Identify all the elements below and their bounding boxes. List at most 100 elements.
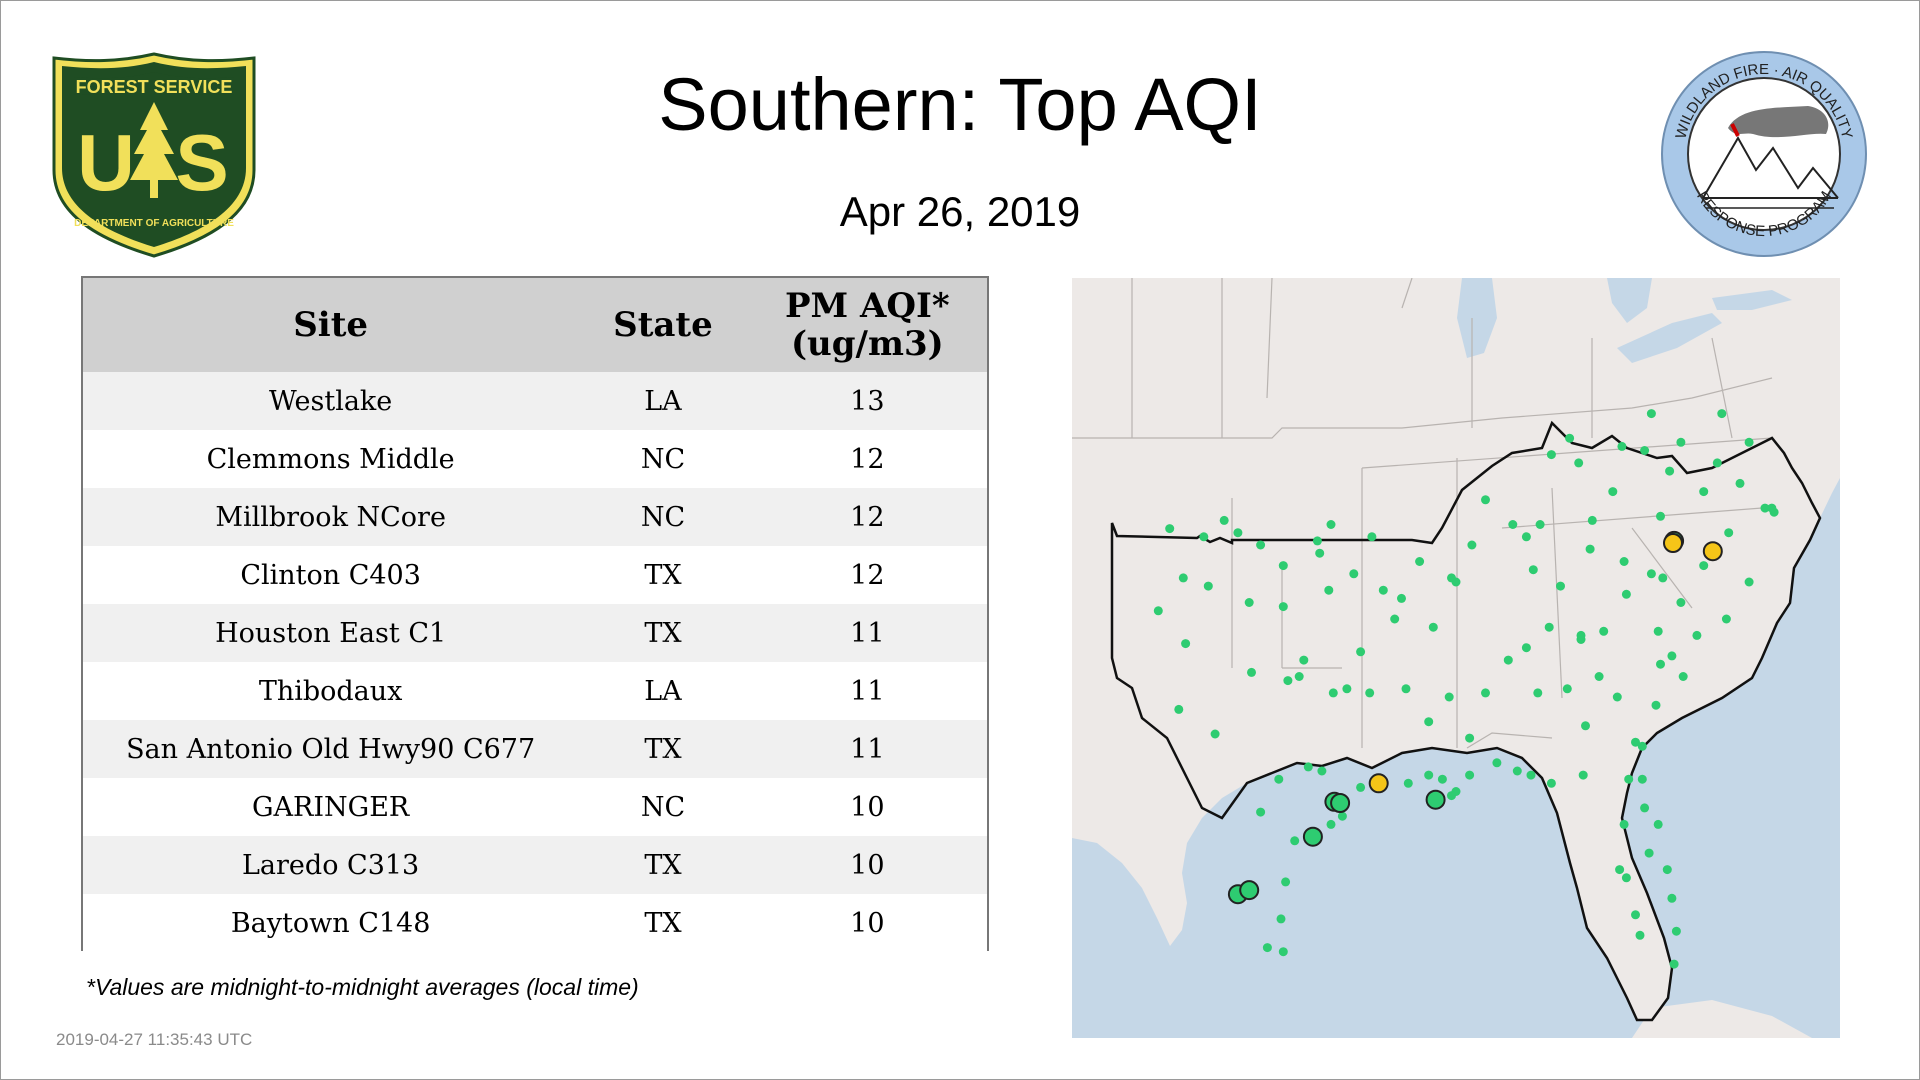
monitor-dot[interactable]: [1397, 593, 1406, 603]
monitor-dot[interactable]: [1574, 458, 1584, 468]
monitor-dot[interactable]: [1644, 848, 1654, 858]
monitor-dot[interactable]: [1165, 524, 1175, 534]
monitor-dot[interactable]: [1465, 770, 1475, 780]
monitor-dot[interactable]: [1356, 782, 1366, 792]
monitor-dot[interactable]: [1599, 626, 1609, 636]
monitor-dot[interactable]: [1299, 655, 1309, 665]
monitor-dot[interactable]: [1326, 819, 1336, 829]
monitor-dot[interactable]: [1415, 557, 1425, 566]
monitor-dot[interactable]: [1403, 778, 1413, 788]
monitor-dot[interactable]: [1342, 684, 1352, 694]
monitor-dot[interactable]: [1424, 717, 1434, 727]
monitor-dot[interactable]: [1640, 803, 1650, 813]
top-site-marker-good[interactable]: [1302, 826, 1323, 847]
monitor-dot[interactable]: [1653, 819, 1663, 829]
monitor-dot[interactable]: [1594, 672, 1604, 681]
monitor-dot[interactable]: [1247, 667, 1256, 677]
monitor-dot[interactable]: [1481, 688, 1490, 698]
monitor-dot[interactable]: [1210, 729, 1220, 739]
monitor-dot[interactable]: [1274, 774, 1284, 784]
monitor-dot[interactable]: [1401, 684, 1411, 694]
monitor-dot[interactable]: [1565, 433, 1575, 443]
monitor-dot[interactable]: [1581, 721, 1590, 731]
monitor-dot[interactable]: [1181, 639, 1191, 649]
monitor-dot[interactable]: [1256, 807, 1266, 817]
monitor-dot[interactable]: [1578, 770, 1588, 780]
monitor-dot[interactable]: [1465, 733, 1475, 743]
top-site-marker-good[interactable]: [1239, 880, 1260, 901]
monitor-dot[interactable]: [1735, 478, 1745, 488]
monitor-dot[interactable]: [1390, 614, 1400, 624]
top-site-marker-good[interactable]: [1425, 789, 1446, 810]
monitor-dot[interactable]: [1481, 495, 1490, 505]
monitor-dot[interactable]: [1744, 577, 1754, 587]
monitor-dot[interactable]: [1467, 540, 1477, 550]
monitor-dot[interactable]: [1219, 515, 1229, 525]
monitor-dot[interactable]: [1621, 873, 1631, 883]
monitor-dot[interactable]: [1447, 791, 1456, 801]
monitor-dot[interactable]: [1692, 630, 1702, 640]
monitor-dot[interactable]: [1153, 606, 1163, 616]
monitor-dot[interactable]: [1712, 458, 1722, 468]
monitor-dot[interactable]: [1526, 770, 1536, 780]
monitor-dot[interactable]: [1533, 688, 1543, 698]
monitor-dot[interactable]: [1451, 577, 1461, 587]
monitor-dot[interactable]: [1658, 573, 1668, 583]
monitor-dot[interactable]: [1744, 437, 1754, 447]
monitor-dot[interactable]: [1662, 865, 1672, 875]
monitor-dot[interactable]: [1646, 569, 1656, 579]
monitor-dot[interactable]: [1256, 540, 1266, 550]
monitor-dot[interactable]: [1528, 565, 1538, 575]
monitor-dot[interactable]: [1587, 515, 1597, 525]
top-site-marker-good[interactable]: [1330, 793, 1351, 813]
monitor-dot[interactable]: [1365, 688, 1375, 698]
monitor-dot[interactable]: [1303, 762, 1313, 772]
monitor-dot[interactable]: [1492, 758, 1502, 768]
monitor-dot[interactable]: [1635, 930, 1645, 940]
monitor-dot[interactable]: [1699, 487, 1709, 497]
monitor-dot[interactable]: [1676, 598, 1686, 607]
monitor-dot[interactable]: [1653, 626, 1663, 636]
monitor-dot[interactable]: [1312, 536, 1322, 546]
monitor-dot[interactable]: [1631, 910, 1640, 920]
monitor-dot[interactable]: [1317, 766, 1327, 776]
monitor-dot[interactable]: [1760, 503, 1770, 513]
monitor-dot[interactable]: [1367, 532, 1377, 542]
monitor-dot[interactable]: [1656, 511, 1665, 521]
monitor-dot[interactable]: [1324, 585, 1334, 595]
monitor-dot[interactable]: [1678, 672, 1688, 681]
monitor-dot[interactable]: [1290, 836, 1300, 846]
top-site-marker-moderate[interactable]: [1702, 541, 1723, 562]
top-site-marker-moderate[interactable]: [1368, 773, 1389, 794]
monitor-dot[interactable]: [1203, 581, 1213, 591]
monitor-dot[interactable]: [1278, 561, 1288, 571]
monitor-dot[interactable]: [1178, 573, 1188, 583]
monitor-dot[interactable]: [1656, 659, 1665, 669]
monitor-dot[interactable]: [1617, 441, 1627, 451]
monitor-dot[interactable]: [1608, 487, 1618, 497]
monitor-dot[interactable]: [1233, 528, 1243, 538]
monitor-dot[interactable]: [1262, 943, 1272, 953]
monitor-dot[interactable]: [1631, 737, 1640, 747]
monitor-dot[interactable]: [1278, 947, 1288, 957]
monitor-dot[interactable]: [1619, 557, 1629, 566]
monitor-dot[interactable]: [1508, 520, 1518, 529]
monitor-dot[interactable]: [1328, 688, 1338, 698]
monitor-dot[interactable]: [1544, 622, 1554, 632]
monitor-dot[interactable]: [1174, 704, 1184, 714]
monitor-dot[interactable]: [1612, 692, 1622, 702]
monitor-dot[interactable]: [1512, 766, 1522, 776]
monitor-dot[interactable]: [1294, 672, 1304, 681]
monitor-dot[interactable]: [1244, 598, 1254, 607]
monitor-dot[interactable]: [1428, 622, 1438, 632]
monitor-dot[interactable]: [1535, 520, 1545, 529]
monitor-dot[interactable]: [1640, 446, 1650, 455]
monitor-dot[interactable]: [1615, 865, 1625, 875]
monitor-dot[interactable]: [1378, 585, 1388, 595]
monitor-dot[interactable]: [1546, 450, 1556, 460]
monitor-dot[interactable]: [1637, 774, 1647, 784]
monitor-dot[interactable]: [1671, 926, 1681, 936]
monitor-dot[interactable]: [1283, 676, 1293, 686]
monitor-dot[interactable]: [1637, 741, 1647, 751]
monitor-dot[interactable]: [1665, 466, 1675, 476]
